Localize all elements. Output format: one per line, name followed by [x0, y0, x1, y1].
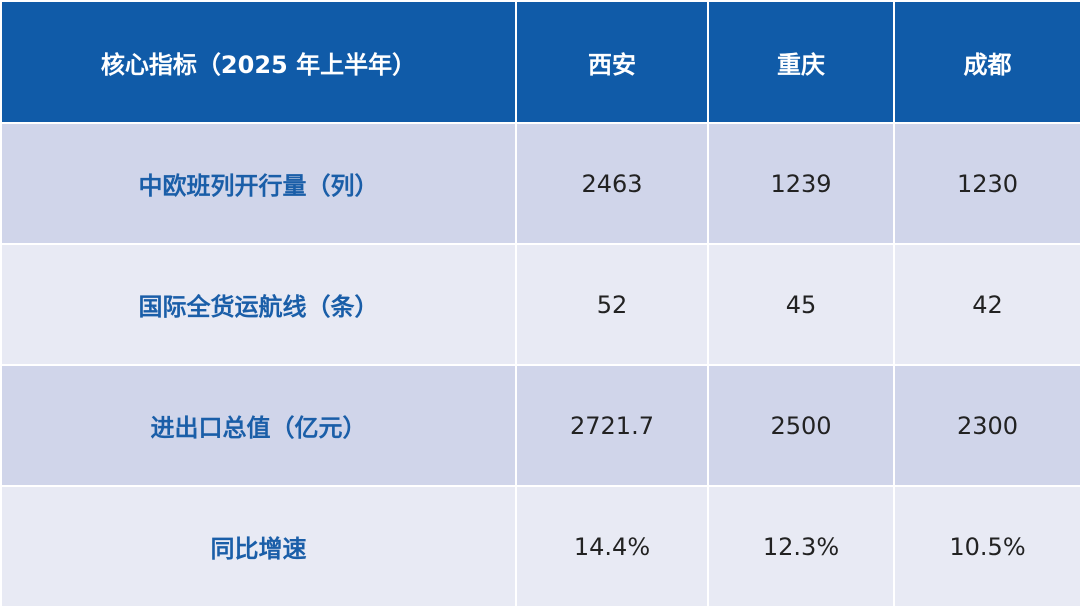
table-row: 同比增速 14.4% 12.3% 10.5% [0, 485, 1080, 608]
header-cell: 核心指标（2025 年上半年） [0, 0, 517, 124]
value-cell: 12.3% [707, 485, 895, 608]
row-label: 国际全货运航线（条） [0, 243, 517, 366]
table-row: 进出口总值（亿元） 2721.7 2500 2300 [0, 364, 1080, 487]
value-cell: 14.4% [515, 485, 709, 608]
row-label: 同比增速 [0, 485, 517, 608]
value-cell: 10.5% [893, 485, 1080, 608]
header-cell: 重庆 [707, 0, 895, 124]
table-row: 国际全货运航线（条） 52 45 42 [0, 243, 1080, 366]
header-cell: 西安 [515, 0, 709, 124]
value-cell: 2463 [515, 122, 709, 245]
value-cell: 1230 [893, 122, 1080, 245]
value-cell: 2300 [893, 364, 1080, 487]
value-cell: 2500 [707, 364, 895, 487]
value-cell: 45 [707, 243, 895, 366]
header-row: 核心指标（2025 年上半年） 西安 重庆 成都 [0, 0, 1080, 124]
header-cell: 成都 [893, 0, 1080, 124]
value-cell: 1239 [707, 122, 895, 245]
value-cell: 2721.7 [515, 364, 709, 487]
table-row: 中欧班列开行量（列） 2463 1239 1230 [0, 122, 1080, 245]
value-cell: 52 [515, 243, 709, 366]
row-label: 中欧班列开行量（列） [0, 122, 517, 245]
value-cell: 42 [893, 243, 1080, 366]
table-body: 中欧班列开行量（列） 2463 1239 1230 国际全货运航线（条） 52 45 42 进出… [0, 122, 1080, 608]
row-label: 进出口总值（亿元） [0, 364, 517, 487]
